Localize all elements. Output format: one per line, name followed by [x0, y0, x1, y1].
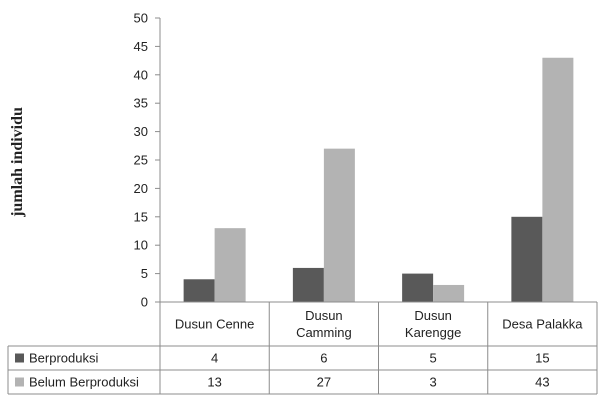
category-label: Dusun Cenne — [175, 317, 255, 332]
bar-berproduksi — [511, 216, 543, 302]
y-tick-label: 45 — [134, 39, 148, 54]
y-tick-label: 40 — [134, 67, 148, 82]
data-table-value: 27 — [317, 375, 331, 390]
y-axis-title: jumlah individu — [9, 107, 26, 218]
legend-label: Belum Berproduksi — [29, 375, 139, 390]
category-label: Dusun — [414, 308, 452, 323]
data-table-value: 3 — [430, 375, 437, 390]
y-tick-label: 30 — [134, 124, 148, 139]
bar-belum-berproduksi — [214, 228, 246, 302]
y-tick-label: 5 — [141, 266, 148, 281]
category-label: Karengge — [405, 325, 461, 340]
data-table-value: 4 — [211, 351, 218, 366]
category-label: Desa Palakka — [502, 317, 583, 332]
data-table-value: 5 — [430, 351, 437, 366]
y-tick-label: 50 — [134, 11, 148, 26]
data-table-value: 43 — [535, 375, 549, 390]
category-label: Dusun — [305, 308, 343, 323]
category-label: Camming — [296, 325, 352, 340]
y-tick-label: 35 — [134, 96, 148, 111]
bar-berproduksi — [183, 279, 215, 302]
y-tick-label: 20 — [134, 181, 148, 196]
bar-belum-berproduksi — [323, 148, 355, 302]
data-table-value: 13 — [207, 375, 221, 390]
bar-belum-berproduksi — [542, 57, 574, 303]
data-table-value: 15 — [535, 351, 549, 366]
legend-label: Berproduksi — [29, 351, 98, 366]
y-tick-label: 25 — [134, 153, 148, 168]
bar-berproduksi — [402, 273, 434, 302]
y-tick-label: 15 — [134, 209, 148, 224]
y-tick-label: 10 — [134, 238, 148, 253]
legend-swatch — [15, 377, 24, 387]
data-table-value: 6 — [320, 351, 327, 366]
bar-berproduksi — [292, 267, 324, 302]
y-tick-label: 0 — [141, 295, 148, 310]
bar-belum-berproduksi — [433, 284, 465, 302]
legend-swatch — [15, 353, 24, 363]
